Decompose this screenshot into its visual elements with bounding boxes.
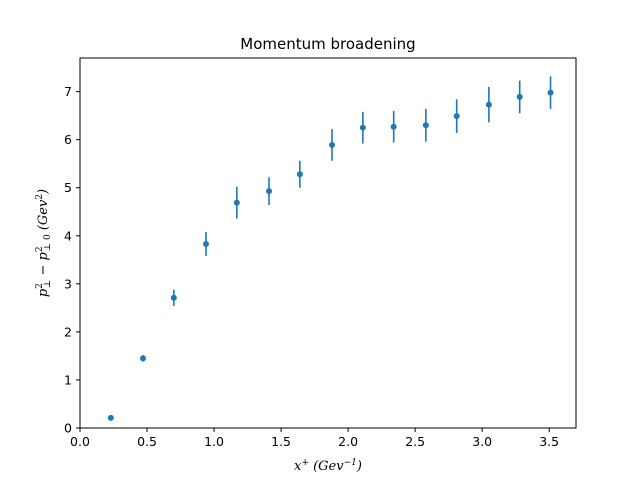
data-point — [516, 93, 523, 100]
y-tick-label: 7 — [64, 84, 72, 99]
x-tick-label: 3.0 — [472, 434, 492, 449]
data-point — [390, 123, 397, 130]
y-axis-label: p2⊥ − p2⊥ 0 (Gev2) — [35, 189, 53, 297]
data-point — [203, 240, 210, 247]
y-tick-label: 4 — [64, 228, 72, 243]
y-tick-label: 6 — [64, 132, 72, 147]
x-tick-label: 1.0 — [204, 434, 224, 449]
y-axis: 0 1 2 3 4 5 6 7 — [64, 84, 80, 436]
data-point — [170, 294, 177, 301]
plot-frame — [79, 57, 577, 429]
data-point — [107, 414, 114, 421]
x-tick-label: 2.0 — [338, 434, 358, 449]
y-tick-label: 3 — [64, 276, 72, 291]
data-point — [233, 199, 240, 206]
y-tick-label: 1 — [64, 372, 72, 387]
data-point — [547, 89, 554, 96]
data-point — [422, 122, 429, 129]
x-tick-label: 2.5 — [405, 434, 425, 449]
x-tick-label: 0.0 — [70, 434, 90, 449]
x-tick-label: 3.5 — [539, 434, 559, 449]
data-point — [266, 188, 273, 195]
x-axis-label: x+ (Gev−1) — [294, 458, 362, 474]
y-tick-label: 0 — [64, 421, 72, 436]
x-tick-label: 0.5 — [137, 434, 157, 449]
y-tick-label: 2 — [64, 324, 72, 339]
data-point — [140, 355, 147, 362]
y-tick-label: 5 — [64, 180, 72, 195]
plot-area — [107, 76, 554, 421]
chart-title: Momentum broadening — [240, 35, 415, 53]
x-tick-label: 1.5 — [271, 434, 291, 449]
data-point — [296, 171, 303, 178]
data-point — [485, 101, 492, 108]
data-point — [453, 113, 460, 120]
data-point — [329, 141, 336, 148]
x-axis: 0.0 0.5 1.0 1.5 2.0 2.5 3.0 3.5 — [70, 428, 559, 449]
data-point — [359, 124, 366, 131]
